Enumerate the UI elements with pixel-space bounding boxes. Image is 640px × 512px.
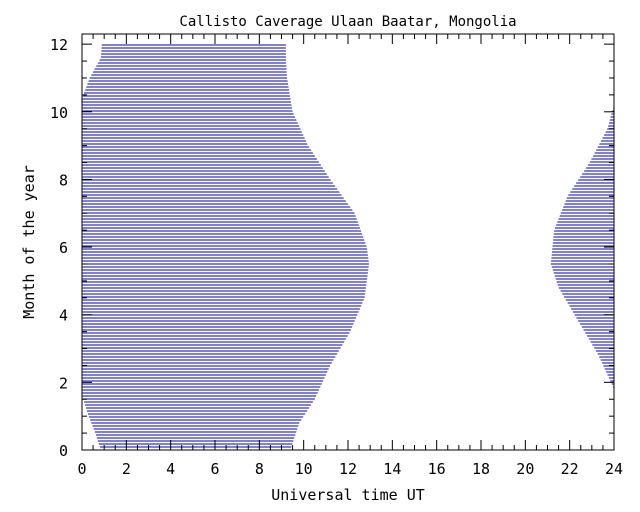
y-axis-label: Month of the year [20,165,38,319]
y-tick-label: 8 [59,171,68,189]
coverage-region [82,44,370,450]
x-tick-label: 14 [383,460,401,478]
y-tick-label: 4 [59,307,68,325]
y-tick-label: 6 [59,239,68,257]
x-tick-label: 8 [255,460,264,478]
x-axis-label: Universal time UT [271,486,425,504]
coverage-fills [82,44,614,450]
x-tick-label: 20 [516,460,534,478]
x-tick-label: 4 [166,460,175,478]
x-tick-label: 18 [472,460,490,478]
chart-title: Callisto Caverage Ulaan Baatar, Mongolia [179,14,516,30]
x-tick-label: 24 [605,460,623,478]
y-tick-label: 10 [50,104,68,122]
x-tick-label: 22 [561,460,579,478]
x-tick-label: 12 [339,460,357,478]
axis-ticks [81,34,615,451]
y-tick-label: 2 [59,374,68,392]
x-tick-label: 0 [77,460,86,478]
x-tick-label: 2 [122,460,131,478]
y-tick-label: 0 [59,442,68,460]
x-tick-label: 10 [295,460,313,478]
x-tick-label: 16 [428,460,446,478]
y-tick-label: 12 [50,36,68,54]
x-tick-label: 6 [210,460,219,478]
